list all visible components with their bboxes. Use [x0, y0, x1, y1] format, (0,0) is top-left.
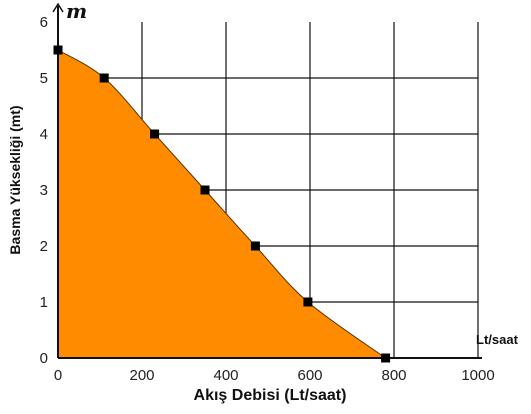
- area-fill: [58, 50, 386, 358]
- y-unit-label: m: [66, 0, 87, 23]
- data-point: [381, 353, 391, 363]
- markers: [53, 45, 391, 363]
- data-point: [200, 185, 210, 195]
- x-tick-label: 800: [381, 367, 406, 384]
- x-axis-title: Akış Debisi (Lt/saat): [194, 387, 347, 404]
- y-tick-label: 0: [40, 350, 48, 367]
- x-tick-label: 400: [213, 367, 238, 384]
- y-tick-label: 3: [40, 182, 48, 199]
- x-tick-label: 0: [54, 367, 62, 384]
- data-point: [53, 45, 63, 55]
- tick-labels: 0 200 400 600 800 1000 0 1 2 3 4 5 6: [40, 14, 495, 384]
- y-tick-label: 6: [40, 14, 48, 31]
- data-point: [99, 73, 109, 83]
- x-unit-label: Lt/saat: [476, 332, 519, 347]
- area-layer: [57, 49, 386, 359]
- axes: [52, 2, 482, 359]
- data-point: [250, 241, 260, 251]
- y-tick-label: 5: [40, 70, 48, 87]
- y-tick-label: 1: [40, 294, 48, 311]
- y-tick-label: 4: [40, 126, 48, 143]
- x-tick-label: 1000: [461, 367, 494, 384]
- y-axis-title: Basma Yüksekliği (mt): [7, 105, 23, 254]
- y-axis-arrow: [52, 2, 64, 13]
- data-point: [150, 129, 160, 139]
- x-tick-label: 200: [129, 367, 154, 384]
- data-point: [303, 297, 313, 307]
- x-tick-label: 600: [297, 367, 322, 384]
- y-tick-label: 2: [40, 238, 48, 255]
